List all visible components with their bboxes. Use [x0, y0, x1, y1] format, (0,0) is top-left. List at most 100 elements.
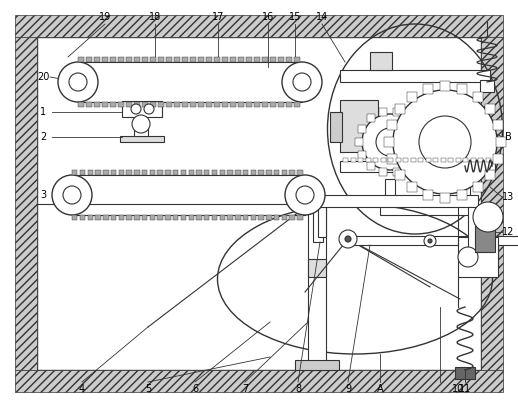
- Bar: [150, 57, 155, 62]
- Bar: [198, 57, 204, 62]
- Circle shape: [144, 104, 154, 114]
- Bar: [290, 215, 295, 220]
- Bar: [258, 170, 264, 175]
- Bar: [254, 102, 260, 107]
- Bar: [212, 215, 217, 220]
- Bar: [270, 57, 276, 62]
- Bar: [122, 101, 162, 117]
- Bar: [470, 158, 476, 162]
- Bar: [134, 124, 148, 136]
- Bar: [134, 102, 139, 107]
- Circle shape: [52, 175, 92, 215]
- Bar: [270, 102, 276, 107]
- Text: 14: 14: [316, 12, 328, 22]
- Text: 2: 2: [40, 132, 46, 142]
- Bar: [206, 57, 211, 62]
- Bar: [290, 170, 295, 175]
- Text: 16: 16: [262, 12, 274, 22]
- Circle shape: [296, 186, 314, 204]
- Bar: [387, 154, 397, 164]
- Bar: [463, 158, 468, 162]
- Circle shape: [376, 128, 404, 156]
- Bar: [440, 158, 445, 162]
- Bar: [340, 161, 495, 172]
- Bar: [103, 170, 108, 175]
- Circle shape: [132, 115, 150, 133]
- Bar: [282, 170, 287, 175]
- Text: 9: 9: [345, 384, 351, 394]
- Bar: [37, 37, 481, 370]
- Bar: [157, 170, 163, 175]
- Bar: [460, 179, 470, 207]
- Bar: [94, 57, 99, 62]
- Bar: [118, 102, 124, 107]
- Bar: [385, 179, 395, 207]
- Bar: [86, 57, 92, 62]
- Bar: [222, 102, 227, 107]
- Text: 20: 20: [37, 72, 49, 82]
- Bar: [120, 136, 164, 142]
- Bar: [286, 102, 292, 107]
- Circle shape: [282, 62, 322, 102]
- Bar: [440, 81, 450, 91]
- Bar: [80, 215, 85, 220]
- Bar: [72, 215, 77, 220]
- Bar: [457, 190, 467, 200]
- Bar: [111, 215, 116, 220]
- Bar: [410, 158, 415, 162]
- Bar: [126, 215, 132, 220]
- Bar: [313, 202, 323, 242]
- Bar: [246, 57, 252, 62]
- Bar: [318, 195, 478, 207]
- Bar: [182, 57, 188, 62]
- Bar: [496, 137, 506, 147]
- Text: 6: 6: [192, 384, 198, 394]
- Bar: [485, 170, 495, 180]
- Bar: [457, 84, 467, 94]
- Bar: [393, 108, 401, 116]
- Bar: [370, 52, 392, 70]
- Bar: [227, 170, 233, 175]
- Bar: [204, 215, 209, 220]
- Circle shape: [473, 202, 503, 232]
- Text: 18: 18: [149, 12, 161, 22]
- Bar: [473, 92, 483, 102]
- Bar: [196, 215, 202, 220]
- Bar: [417, 138, 425, 146]
- Bar: [150, 170, 155, 175]
- Text: 17: 17: [212, 12, 224, 22]
- Bar: [126, 57, 132, 62]
- Bar: [343, 158, 348, 162]
- Circle shape: [339, 230, 357, 248]
- Bar: [455, 367, 475, 379]
- Bar: [384, 137, 394, 147]
- Text: 15: 15: [289, 12, 301, 22]
- Bar: [381, 158, 385, 162]
- Bar: [150, 215, 155, 220]
- Bar: [414, 151, 422, 160]
- Bar: [157, 215, 163, 220]
- Bar: [230, 57, 236, 62]
- Bar: [367, 162, 375, 170]
- Bar: [485, 104, 495, 114]
- Text: A: A: [377, 384, 383, 394]
- Bar: [78, 57, 83, 62]
- Text: 10: 10: [452, 384, 464, 394]
- Bar: [190, 102, 196, 107]
- Bar: [173, 170, 178, 175]
- Bar: [230, 102, 236, 107]
- Bar: [330, 112, 342, 142]
- Bar: [243, 215, 248, 220]
- Bar: [243, 170, 248, 175]
- Bar: [348, 236, 518, 245]
- Bar: [126, 102, 132, 107]
- Bar: [196, 170, 202, 175]
- Bar: [358, 125, 366, 133]
- Bar: [15, 370, 503, 392]
- Bar: [102, 57, 108, 62]
- Bar: [395, 170, 405, 180]
- Bar: [95, 215, 100, 220]
- Bar: [458, 160, 466, 172]
- Circle shape: [285, 175, 325, 215]
- Bar: [478, 158, 483, 162]
